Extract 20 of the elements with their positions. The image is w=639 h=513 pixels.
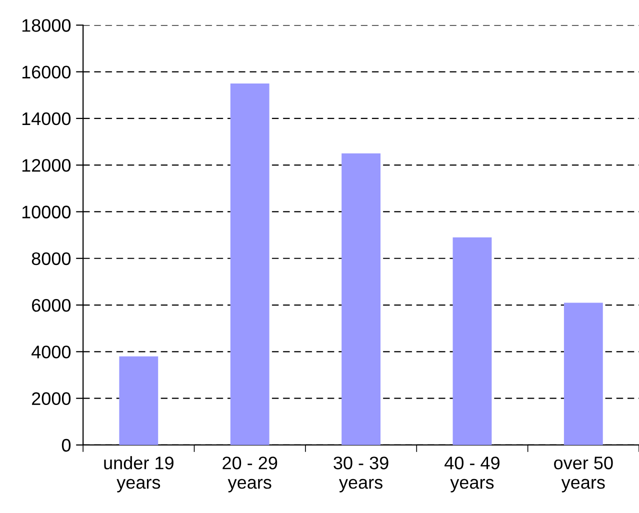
y-tick-label: 12000 <box>22 159 71 172</box>
bar <box>452 237 492 445</box>
y-tick-label: 6000 <box>32 298 71 312</box>
x-tick-label: 40 - 49 years <box>444 456 500 492</box>
y-tick-label: 8000 <box>32 252 71 266</box>
bar <box>230 83 270 445</box>
x-tick-label: 20 - 29 years <box>222 456 278 492</box>
y-tick-label: 16000 <box>22 66 71 79</box>
x-tick-label: over 50 years <box>554 456 613 492</box>
y-tick-label: 10000 <box>22 206 71 218</box>
y-tick-label: 14000 <box>22 112 71 126</box>
bar <box>119 356 158 445</box>
y-tick-label: 0 <box>62 438 71 452</box>
y-tick-label: 18000 <box>22 19 71 32</box>
y-tick-label: 4000 <box>32 346 71 358</box>
x-tick-label: 30 - 39 years <box>334 456 388 492</box>
x-tick-label: under 19 years <box>104 456 174 492</box>
bar <box>342 153 380 445</box>
y-tick-label: 2000 <box>32 392 71 406</box>
bar <box>564 302 603 445</box>
